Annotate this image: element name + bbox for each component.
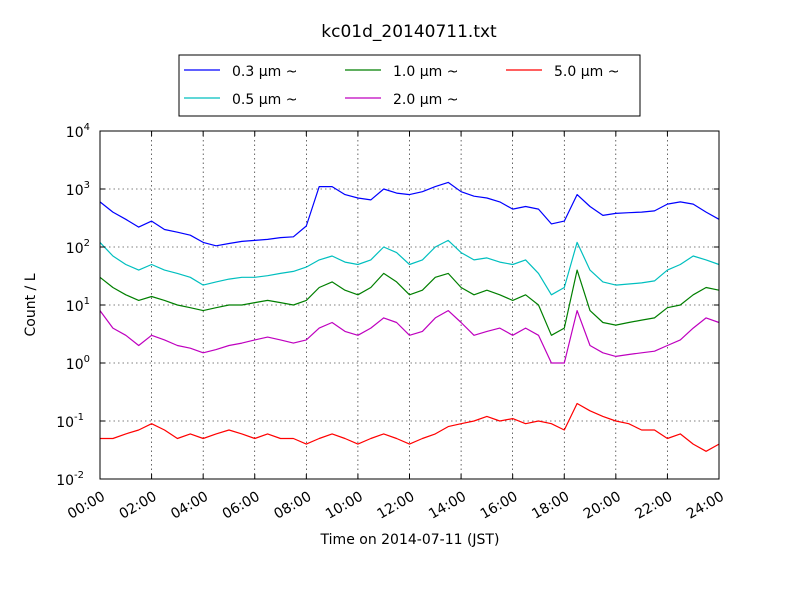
series-layer (99, 181, 720, 452)
y-axis-label: Count / L (23, 273, 39, 336)
ticks (99, 130, 720, 480)
legend-label-5: 5.0 μm ~ (554, 64, 619, 80)
y-tick-label: 102 (66, 238, 90, 257)
x-axis-label: Time on 2014-07-11 (JST) (320, 532, 500, 548)
legend: 0.3 μm ~ 0.5 μm ~ 1.0 μm ~ 2.0 μm ~ 5.0 μm ~ (178, 54, 641, 117)
y-tick-label: 10-2 (56, 470, 84, 489)
series-line-2 (99, 239, 720, 296)
chart-title: kc01d_20140711.txt (321, 22, 497, 42)
series-line-4 (99, 310, 720, 364)
y-tick-label: 100 (66, 354, 90, 373)
legend-label-3: 1.0 μm ~ (393, 64, 458, 80)
legend-label-4: 2.0 μm ~ (393, 92, 458, 108)
y-tick-label: 104 (66, 122, 90, 141)
y-tick-labels: 10-2 10-1 100 101 102 103 104 (56, 122, 90, 489)
series-line-5 (100, 402, 720, 452)
legend-label-2: 0.5 μm ~ (232, 92, 297, 108)
series-line-1 (99, 181, 720, 247)
y-tick-label: 10-1 (56, 412, 84, 431)
series-line-3 (99, 269, 720, 336)
y-tick-label: 101 (66, 296, 90, 315)
y-tick-label: 103 (66, 180, 90, 199)
legend-label-1: 0.3 μm ~ (232, 64, 297, 80)
legend-frame (178, 54, 641, 117)
